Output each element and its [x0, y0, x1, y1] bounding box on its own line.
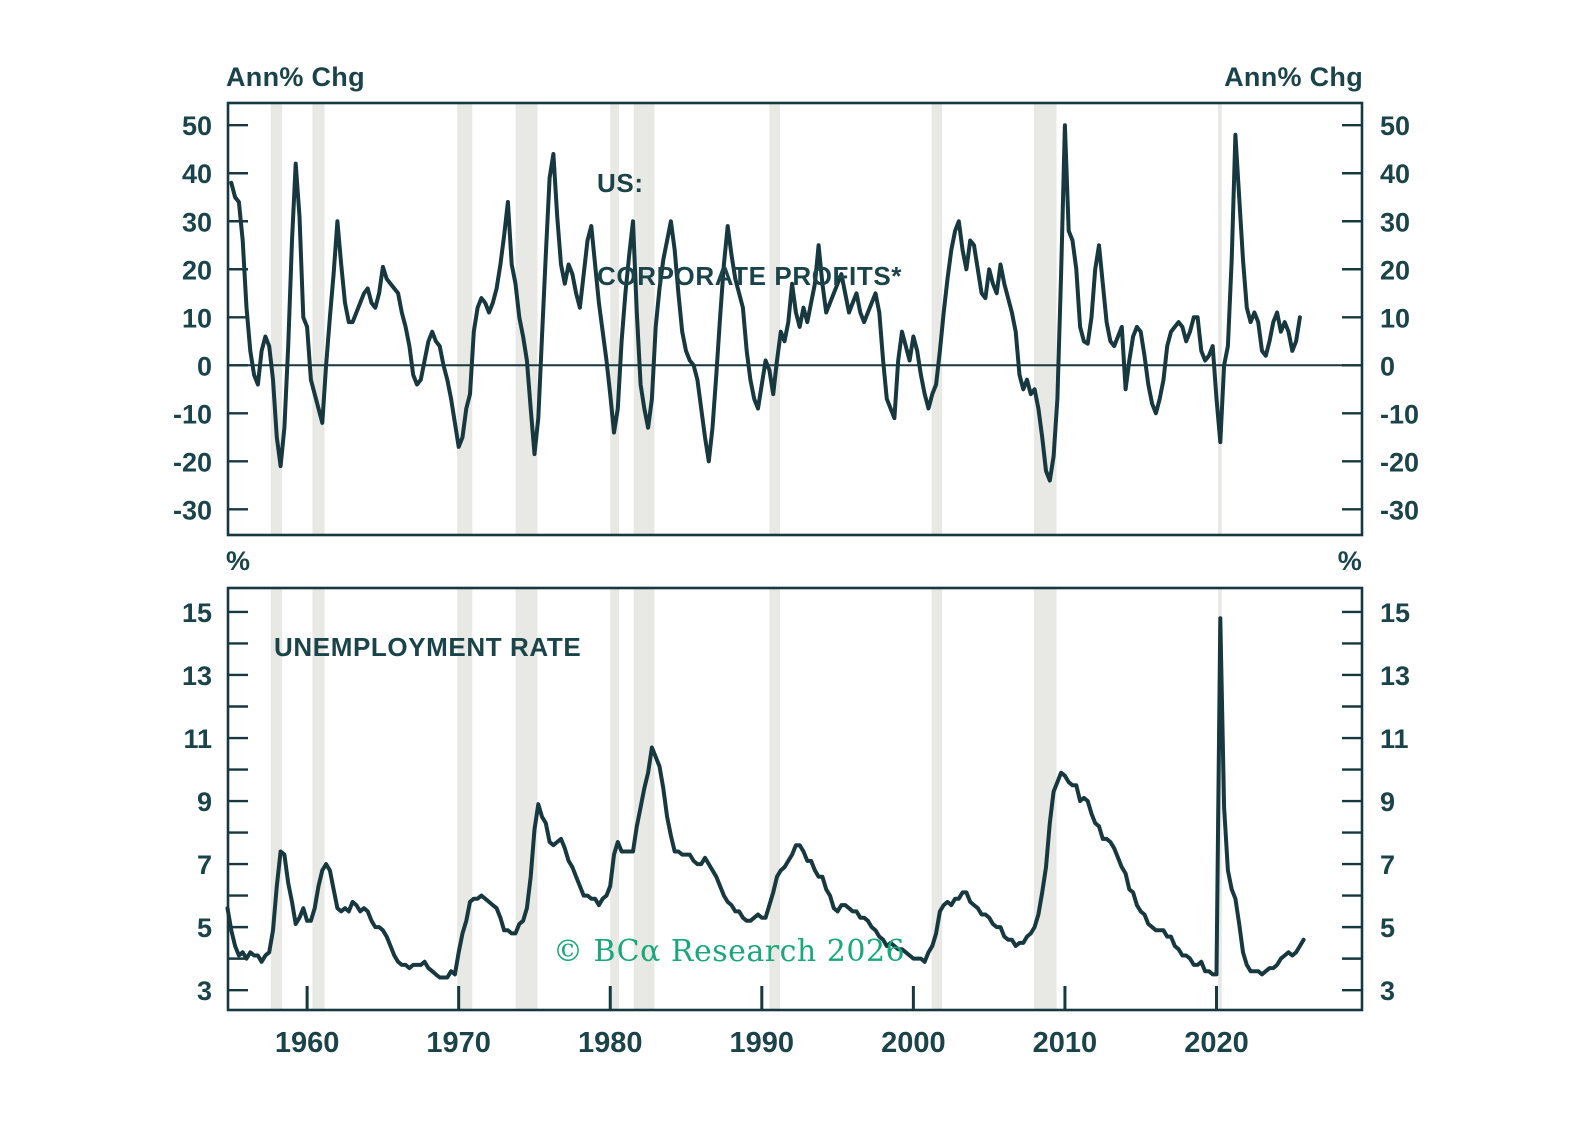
y-tick-label-left: -30 — [173, 495, 212, 525]
y-tick-label-left: 15 — [182, 598, 212, 628]
corporate-profits-title: US: CORPORATE PROFITS* — [597, 106, 902, 354]
y-tick-label-left: 0 — [197, 351, 212, 381]
y-tick-label-left: 20 — [182, 255, 212, 285]
corporate-profits-title-line2: CORPORATE PROFITS* — [597, 261, 903, 291]
y-tick-label-left: -10 — [173, 399, 212, 429]
y-tick-label-right: 3 — [1380, 976, 1395, 1006]
y-tick-label-left: 30 — [182, 207, 212, 237]
x-axis: 1960 1970 1980 1990 2000 2010 2020 — [275, 986, 1249, 1059]
y-tick-label-right: 50 — [1380, 111, 1410, 141]
x-tick-label: 2000 — [881, 1027, 946, 1059]
y-tick-label-left: 13 — [182, 661, 212, 691]
x-tick-label: 1970 — [426, 1027, 491, 1059]
y-tick-label-right: -10 — [1380, 399, 1419, 429]
bottom-left-axis-unit-label: % — [226, 546, 251, 576]
y-tick-label-left: 40 — [182, 159, 212, 189]
y-tick-label-right: 20 — [1380, 255, 1410, 285]
y-tick-label-right: 7 — [1380, 850, 1395, 880]
corporate-profits-title-line1: US: — [597, 168, 644, 198]
y-tick-label-right: -20 — [1380, 447, 1419, 477]
y-tick-label-right: 40 — [1380, 159, 1410, 189]
bottom-right-axis-unit-label: % — [1337, 546, 1362, 576]
y-tick-label-left: 9 — [197, 787, 212, 817]
y-tick-label-left: 11 — [183, 724, 212, 754]
y-tick-label-right: -30 — [1380, 495, 1419, 525]
corporate-profits-line — [229, 123, 1302, 483]
x-tick-label: 1980 — [578, 1027, 643, 1059]
corporate-profits-panel: 50 50 40 40 30 30 20 20 10 10 0 0 -10 -10 -20 -20 -30 -30 — [173, 101, 1419, 537]
y-tick-label-left: -20 — [173, 447, 212, 477]
y-tick-label-right: 15 — [1380, 598, 1410, 628]
y-tick-label-left: 50 — [182, 111, 212, 141]
unemployment-rate-line — [225, 616, 1306, 980]
x-tick-label: 2010 — [1033, 1027, 1098, 1059]
unemployment-rate-title: UNEMPLOYMENT RATE — [274, 632, 582, 662]
y-tick-label-left: 5 — [197, 913, 212, 943]
y-tick-label-right: 10 — [1380, 303, 1410, 333]
y-tick-label-left: 10 — [182, 303, 212, 333]
unemployment-panel: 15 15 13 13 11 11 9 9 7 7 5 5 3 3 — [182, 586, 1410, 1012]
y-tick-label-right: 30 — [1380, 207, 1410, 237]
y-tick-label-right: 13 — [1380, 661, 1410, 691]
y-tick-label-left: 7 — [197, 850, 212, 880]
top-left-axis-unit-label: Ann% Chg — [226, 62, 365, 92]
y-tick-label-left: 3 — [197, 976, 212, 1006]
x-tick-label: 1960 — [275, 1027, 340, 1059]
y-tick-label-right: 0 — [1380, 351, 1395, 381]
y-tick-label-right: 9 — [1380, 787, 1395, 817]
y-tick-label-right: 11 — [1380, 724, 1409, 754]
top-right-axis-unit-label: Ann% Chg — [1224, 62, 1363, 92]
x-tick-label: 1990 — [730, 1027, 795, 1059]
x-tick-label: 2020 — [1184, 1027, 1249, 1059]
bca-research-copyright: © BCα Research 2026 — [553, 934, 906, 969]
y-tick-label-right: 5 — [1380, 913, 1395, 943]
